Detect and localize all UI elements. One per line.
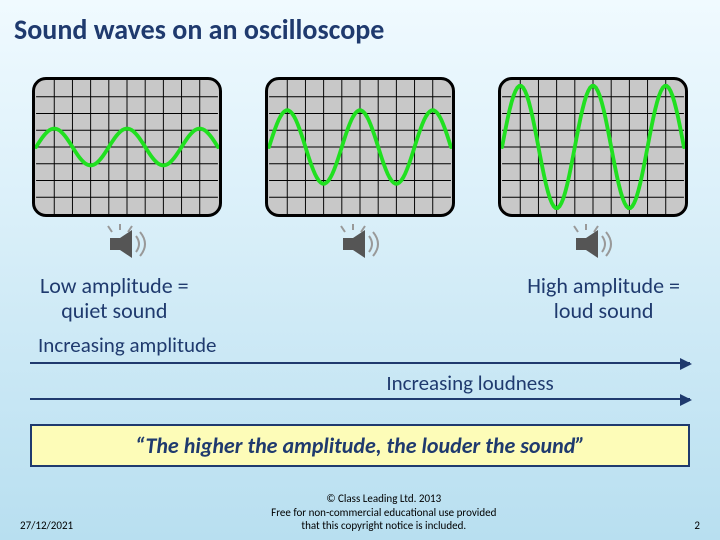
slide-title: Sound waves on an oscilloscope [0, 0, 720, 47]
arrow-label-top: Increasing amplitude [38, 332, 217, 358]
caption-text: quiet sound [40, 298, 189, 323]
caption-text: loud sound [527, 298, 680, 323]
copyright-line: Free for non-commercial educational use … [73, 506, 694, 519]
footer-date: 27/12/2021 [20, 519, 73, 532]
oscilloscope-high [498, 77, 688, 217]
caption-left: Low amplitude = quiet sound [40, 273, 189, 324]
arrow-line [30, 362, 690, 364]
oscilloscope-mid [265, 77, 455, 217]
speaker-icon [335, 224, 385, 264]
arrow-label-bottom: Increasing loudness [250, 370, 690, 396]
oscilloscope-row [0, 47, 720, 222]
caption-right: High amplitude = loud sound [527, 273, 680, 324]
arrow-line [30, 398, 690, 400]
caption-text: High amplitude = [527, 273, 680, 298]
speaker-icon [568, 224, 618, 264]
footer-page: 2 [694, 519, 700, 532]
oscilloscope-low [32, 77, 222, 217]
speaker-icon-row [0, 222, 720, 273]
caption-text: Low amplitude = [40, 273, 189, 298]
copyright-line: © Class Leading Ltd. 2013 [73, 492, 694, 505]
copyright-line: that this copyright notice is included. [73, 519, 694, 532]
footer: 27/12/2021 © Class Leading Ltd. 2013 Fre… [0, 492, 720, 532]
speaker-icon [102, 224, 152, 264]
quote-box: “The higher the amplitude, the louder th… [30, 424, 690, 467]
captions-row: Low amplitude = quiet sound High amplitu… [0, 273, 720, 332]
footer-copyright: © Class Leading Ltd. 2013 Free for non-c… [73, 492, 694, 532]
arrows-block: Increasing amplitude Increasing loudness [0, 332, 720, 416]
